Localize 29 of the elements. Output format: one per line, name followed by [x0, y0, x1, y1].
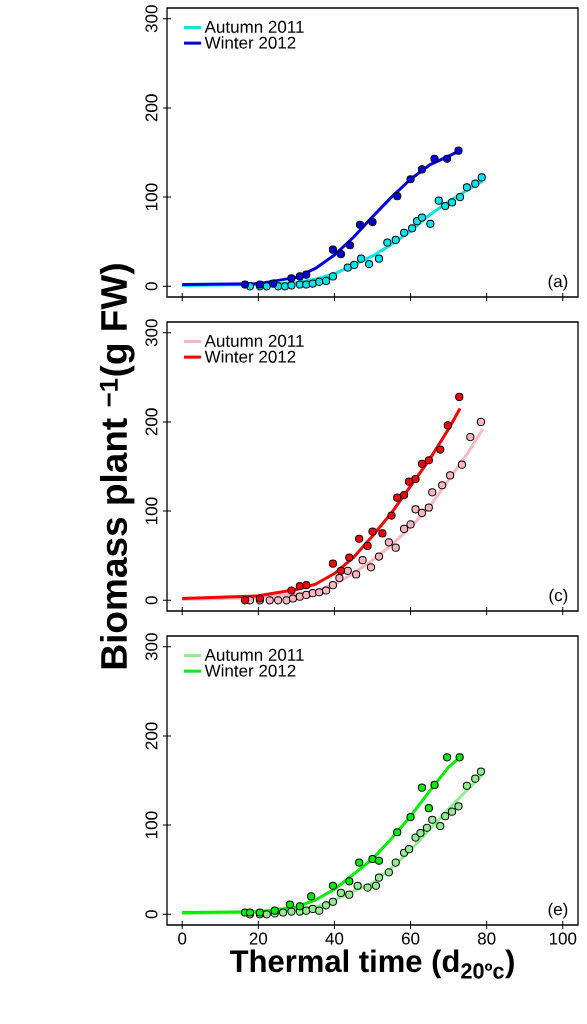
y-tick-label: 200: [145, 722, 158, 750]
annotation: (e): [548, 902, 568, 919]
y-axis-title: Biomass plant $^{−1}$(g FW): [99, 264, 135, 669]
y-tick-label: 100: [145, 811, 158, 838]
legend-label: Winter 2012: [204, 350, 296, 363]
legend-label: Autumn 2011: [204, 334, 304, 347]
legend-label: Autumn 2011: [204, 20, 304, 33]
y-tick-label: 100: [145, 497, 158, 524]
annotation: (a): [548, 274, 568, 291]
y-tick-label: 0: [145, 910, 158, 919]
x-tick-label: 40: [325, 932, 344, 945]
y-tick-label: 0: [145, 282, 158, 291]
x-axis-title: Thermal time (d$_{20ºc}$): [229, 949, 514, 979]
legend-label: Autumn 2011: [204, 648, 304, 661]
y-tick-label: 0: [145, 596, 158, 605]
x-tick-label: 60: [401, 932, 420, 945]
legend-label: Winter 2012: [204, 36, 296, 49]
y-tick-label: 100: [145, 183, 158, 210]
y-tick-label: 300: [145, 319, 158, 347]
y-tick-label: 200: [145, 408, 158, 436]
legend-label: Winter 2012: [204, 664, 296, 677]
x-tick-label: 20: [249, 932, 268, 945]
y-tick-label: 300: [145, 633, 158, 661]
y-tick-label: 200: [145, 94, 158, 122]
x-tick-label: 100: [549, 932, 577, 945]
x-tick-label: 0: [178, 932, 187, 945]
y-tick-label: 300: [145, 5, 158, 33]
x-tick-label: 80: [477, 932, 496, 945]
annotation: (c): [549, 588, 568, 605]
